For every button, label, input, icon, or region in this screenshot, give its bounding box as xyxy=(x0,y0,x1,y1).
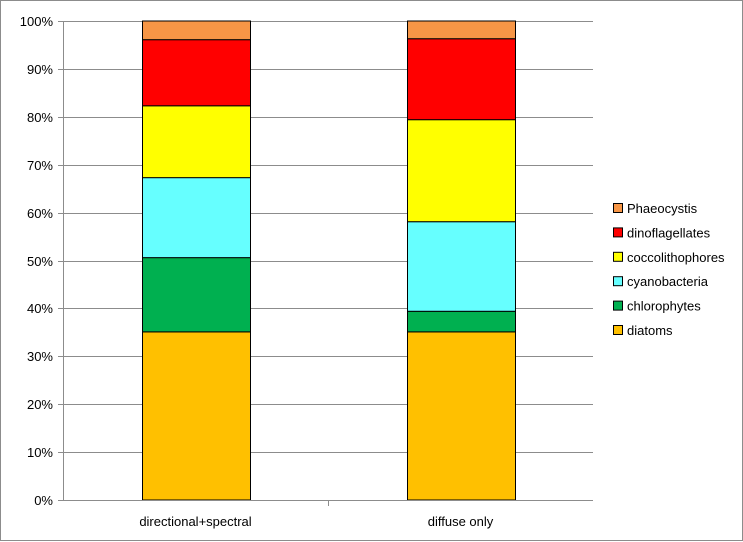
bar-segment-chlorophytes xyxy=(142,257,251,333)
x-category-label: directional+spectral xyxy=(139,514,251,529)
bar-segment-coccolithophores xyxy=(142,105,251,179)
y-tick-label: 40% xyxy=(27,301,53,316)
bar-segment-diatoms xyxy=(142,331,251,501)
legend-swatch xyxy=(613,300,623,311)
bar-segment-dinoflagellates xyxy=(142,39,251,107)
legend-swatch xyxy=(613,325,623,335)
legend-label: chlorophytes xyxy=(627,299,701,314)
legend-label: coccolithophores xyxy=(627,250,725,265)
y-tick-label: 70% xyxy=(27,158,53,173)
legend-swatch xyxy=(613,203,623,213)
axes: 0% 10% 20% 30% 40% 50% 60% 70% 80% 90% 100% directi… xyxy=(20,14,593,529)
legend-label: diatoms xyxy=(627,323,673,338)
legend-label: cyanobacteria xyxy=(627,274,709,289)
legend-label: dinoflagellates xyxy=(627,225,711,240)
bar-segment-cyanobacteria xyxy=(142,177,251,259)
x-category-label: diffuse only xyxy=(428,514,494,529)
legend-label: Phaeocystis xyxy=(627,201,698,216)
y-tick-label: 10% xyxy=(27,445,53,460)
legend-swatch xyxy=(613,276,623,287)
bar-segment-chlorophytes xyxy=(407,310,516,333)
y-tick-label: 80% xyxy=(27,110,53,125)
y-tick-label: 30% xyxy=(27,349,53,364)
bar-segment-phaeocystis xyxy=(142,20,251,41)
bar-segment-diatoms xyxy=(407,331,516,501)
legend-swatch xyxy=(613,251,623,262)
legend: Phaeocystis dinoflagellates coccolithophor… xyxy=(613,201,725,338)
y-tick-label: 50% xyxy=(27,254,53,269)
y-tick-label: 100% xyxy=(20,14,54,29)
bars xyxy=(142,20,516,501)
y-tick-label: 20% xyxy=(27,397,53,412)
y-tick-label: 60% xyxy=(27,206,53,221)
legend-swatch xyxy=(613,227,623,238)
y-tick-label: 90% xyxy=(27,62,53,77)
bar-segment-dinoflagellates xyxy=(407,38,516,121)
bar-segment-coccolithophores xyxy=(407,119,516,223)
y-tick-label: 0% xyxy=(34,493,53,508)
bar-segment-phaeocystis xyxy=(407,20,516,40)
bar-segment-cyanobacteria xyxy=(407,221,516,312)
